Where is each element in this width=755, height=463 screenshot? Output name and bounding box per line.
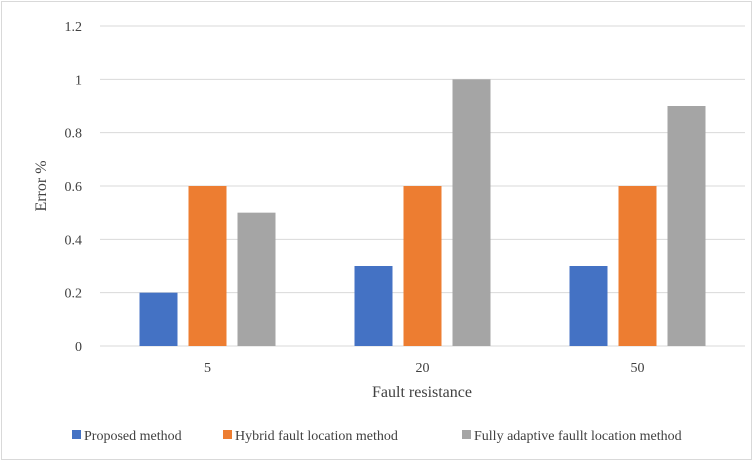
y-tick-labels: 0 0.2 0.4 0.6 0.8 1 1.2	[65, 20, 83, 355]
x-tick-label: 5	[204, 361, 211, 376]
legend-swatch	[72, 430, 81, 439]
bar-fully-adaptive-faullt-location-method-20	[452, 79, 491, 346]
y-tick-label: 0.4	[65, 233, 83, 248]
bar-proposed-method-5	[139, 292, 178, 346]
y-tick-label: 0.2	[65, 287, 83, 302]
bar-fully-adaptive-faullt-location-method-50	[667, 106, 706, 346]
y-tick-label: 0.6	[65, 180, 83, 195]
legend: Proposed method Hybrid fault location met…	[72, 429, 682, 444]
bars	[139, 79, 706, 346]
x-axis-title: Fault resistance	[372, 384, 472, 401]
x-tick-label: 50	[631, 361, 645, 376]
legend-label: Hybrid fault location method	[235, 429, 398, 444]
y-tick-label: 0.8	[65, 127, 83, 142]
legend-swatch	[462, 430, 471, 439]
legend-label: Proposed method	[84, 429, 182, 444]
bar-fully-adaptive-faullt-location-method-5	[237, 212, 276, 346]
bar-proposed-method-50	[569, 266, 608, 346]
x-tick-label: 20	[416, 361, 430, 376]
bar-hybrid-fault-location-method-5	[188, 186, 227, 346]
y-tick-label: 0	[75, 340, 82, 355]
bar-hybrid-fault-location-method-20	[403, 186, 442, 346]
legend-swatch	[223, 430, 232, 439]
y-axis-title: Error %	[33, 160, 50, 211]
y-tick-label: 1.2	[65, 20, 83, 35]
y-tick-label: 1	[75, 73, 82, 88]
x-tick-labels: 5 20 50	[204, 361, 645, 376]
bar-proposed-method-20	[354, 266, 393, 346]
legend-label: Fully adaptive faullt location method	[474, 429, 682, 444]
bar-hybrid-fault-location-method-50	[618, 186, 657, 346]
